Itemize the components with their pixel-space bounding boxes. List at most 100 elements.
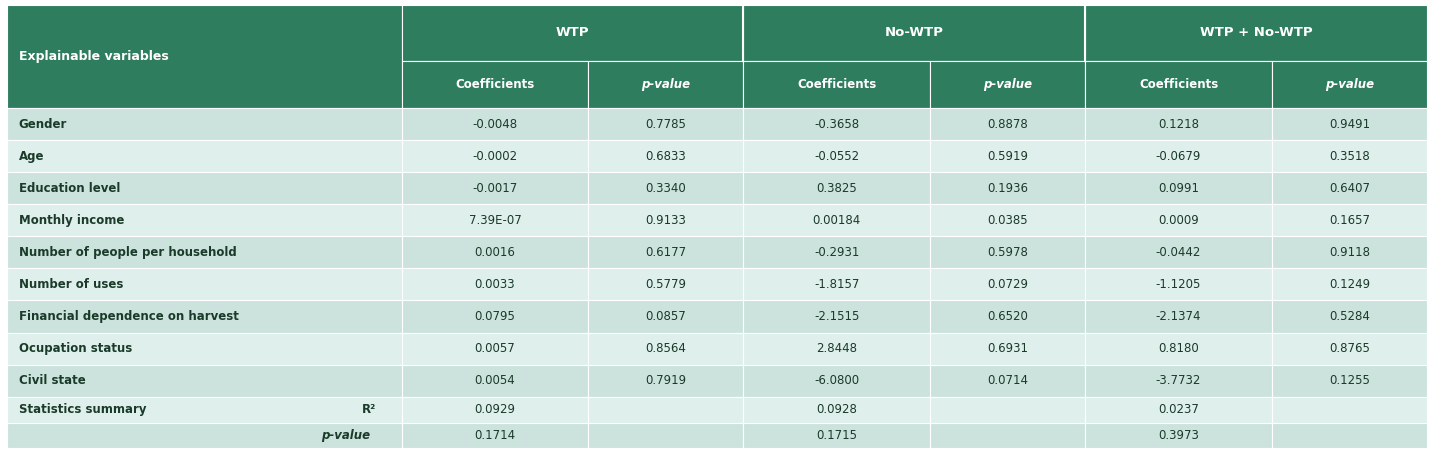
- Text: 0.9133: 0.9133: [645, 214, 687, 227]
- Bar: [743, 365, 931, 396]
- Bar: [7, 396, 402, 423]
- Text: WTP: WTP: [556, 26, 589, 39]
- Bar: [1272, 300, 1427, 333]
- Bar: [588, 423, 743, 448]
- Text: 0.5919: 0.5919: [987, 150, 1028, 163]
- Bar: [1272, 236, 1427, 269]
- Text: 0.1936: 0.1936: [987, 182, 1028, 195]
- Text: No-WTP: No-WTP: [885, 26, 944, 39]
- Bar: [743, 5, 1086, 61]
- Text: 0.1715: 0.1715: [816, 429, 858, 442]
- Text: p-value: p-value: [1325, 78, 1374, 91]
- Bar: [1086, 333, 1272, 365]
- Text: 7.39E-07: 7.39E-07: [469, 214, 522, 227]
- Bar: [1086, 140, 1272, 173]
- Bar: [931, 423, 1086, 448]
- Text: 0.0929: 0.0929: [475, 403, 516, 416]
- Text: -0.0048: -0.0048: [472, 118, 518, 131]
- Bar: [402, 5, 743, 61]
- Bar: [1086, 204, 1272, 236]
- Text: -0.0679: -0.0679: [1156, 150, 1202, 163]
- Text: Age: Age: [19, 150, 44, 163]
- Bar: [1086, 236, 1272, 269]
- Text: p-value: p-value: [984, 78, 1032, 91]
- Bar: [1272, 269, 1427, 300]
- Text: Explainable variables: Explainable variables: [19, 50, 168, 63]
- Text: 0.8564: 0.8564: [645, 342, 687, 355]
- Bar: [402, 236, 588, 269]
- Text: Gender: Gender: [19, 118, 67, 131]
- Bar: [1086, 300, 1272, 333]
- Bar: [7, 108, 402, 140]
- Bar: [402, 269, 588, 300]
- Text: -1.1205: -1.1205: [1156, 278, 1202, 291]
- Bar: [931, 140, 1086, 173]
- Text: Number of uses: Number of uses: [19, 278, 123, 291]
- Bar: [1272, 396, 1427, 423]
- Bar: [743, 61, 931, 108]
- Bar: [588, 140, 743, 173]
- Text: 0.0009: 0.0009: [1159, 214, 1199, 227]
- Bar: [588, 108, 743, 140]
- Bar: [588, 204, 743, 236]
- Text: 0.0385: 0.0385: [988, 214, 1028, 227]
- Text: 0.1255: 0.1255: [1329, 374, 1369, 387]
- Bar: [7, 140, 402, 173]
- Text: -0.0552: -0.0552: [815, 150, 859, 163]
- Bar: [1272, 173, 1427, 204]
- Bar: [743, 423, 931, 448]
- Bar: [931, 333, 1086, 365]
- Bar: [588, 333, 743, 365]
- Bar: [1272, 204, 1427, 236]
- Bar: [1272, 108, 1427, 140]
- Bar: [1272, 365, 1427, 396]
- Text: 0.6177: 0.6177: [645, 246, 687, 259]
- Text: 0.3518: 0.3518: [1329, 150, 1369, 163]
- Text: 0.1714: 0.1714: [475, 429, 516, 442]
- Bar: [743, 173, 931, 204]
- Bar: [743, 140, 931, 173]
- Text: Statistics summary: Statistics summary: [19, 403, 146, 416]
- Bar: [402, 140, 588, 173]
- Text: 0.6931: 0.6931: [987, 342, 1028, 355]
- Bar: [1272, 61, 1427, 108]
- Bar: [931, 173, 1086, 204]
- Text: 0.0033: 0.0033: [475, 278, 515, 291]
- Text: 0.8878: 0.8878: [987, 118, 1028, 131]
- Bar: [7, 365, 402, 396]
- Bar: [588, 236, 743, 269]
- Bar: [743, 269, 931, 300]
- Text: 0.3340: 0.3340: [645, 182, 687, 195]
- Text: -2.1515: -2.1515: [815, 310, 859, 323]
- Bar: [743, 108, 931, 140]
- Bar: [7, 300, 402, 333]
- Text: 0.0016: 0.0016: [475, 246, 515, 259]
- Text: 2.8448: 2.8448: [816, 342, 858, 355]
- Text: 0.1249: 0.1249: [1329, 278, 1369, 291]
- Bar: [402, 423, 588, 448]
- Bar: [402, 61, 588, 108]
- Bar: [7, 173, 402, 204]
- Text: -0.0442: -0.0442: [1156, 246, 1202, 259]
- Bar: [743, 300, 931, 333]
- Text: -6.0800: -6.0800: [815, 374, 859, 387]
- Text: -0.0017: -0.0017: [472, 182, 518, 195]
- Text: 0.8765: 0.8765: [1329, 342, 1369, 355]
- Bar: [7, 236, 402, 269]
- Text: -0.0002: -0.0002: [472, 150, 518, 163]
- Bar: [1272, 423, 1427, 448]
- Text: R²: R²: [361, 403, 376, 416]
- Bar: [588, 396, 743, 423]
- Bar: [743, 333, 931, 365]
- Bar: [743, 396, 931, 423]
- Bar: [1086, 365, 1272, 396]
- Bar: [7, 333, 402, 365]
- Bar: [588, 61, 743, 108]
- Text: 0.9118: 0.9118: [1329, 246, 1369, 259]
- Text: 0.6520: 0.6520: [987, 310, 1028, 323]
- Bar: [931, 204, 1086, 236]
- Text: Coefficients: Coefficients: [1139, 78, 1217, 91]
- Text: 0.7785: 0.7785: [645, 118, 687, 131]
- Text: 0.5978: 0.5978: [987, 246, 1028, 259]
- Text: 0.9491: 0.9491: [1329, 118, 1369, 131]
